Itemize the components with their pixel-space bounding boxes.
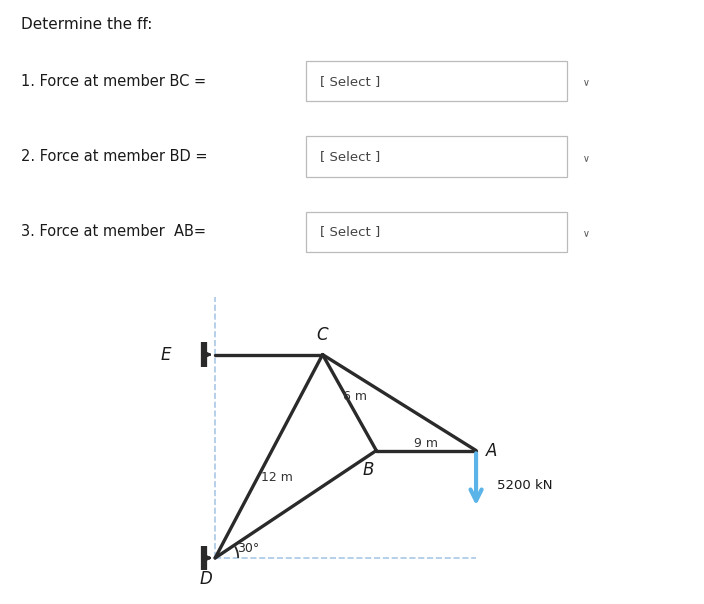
Text: 9 m: 9 m — [414, 437, 438, 450]
Text: [ Select ]: [ Select ] — [320, 75, 381, 88]
Text: [ Select ]: [ Select ] — [320, 225, 381, 239]
Text: 1. Force at member BC =: 1. Force at member BC = — [21, 74, 206, 89]
Text: Determine the ff:: Determine the ff: — [21, 18, 153, 33]
Text: ∧: ∧ — [581, 152, 588, 161]
FancyBboxPatch shape — [306, 211, 567, 252]
Text: 12 m: 12 m — [260, 471, 292, 484]
Text: B: B — [363, 461, 375, 479]
Text: D: D — [199, 570, 212, 588]
Text: 6 m: 6 m — [344, 390, 367, 403]
Text: ∧: ∧ — [581, 76, 588, 86]
Text: 2. Force at member BD =: 2. Force at member BD = — [21, 149, 208, 164]
Text: E: E — [161, 345, 171, 364]
Text: [ Select ]: [ Select ] — [320, 150, 381, 163]
Text: 30°: 30° — [237, 542, 259, 555]
Text: 5200 kN: 5200 kN — [497, 478, 553, 492]
Text: ∧: ∧ — [581, 227, 588, 237]
FancyBboxPatch shape — [306, 137, 567, 177]
Text: 3. Force at member  AB=: 3. Force at member AB= — [21, 225, 206, 239]
FancyBboxPatch shape — [306, 61, 567, 101]
Text: A: A — [486, 442, 497, 460]
Text: C: C — [317, 326, 328, 344]
